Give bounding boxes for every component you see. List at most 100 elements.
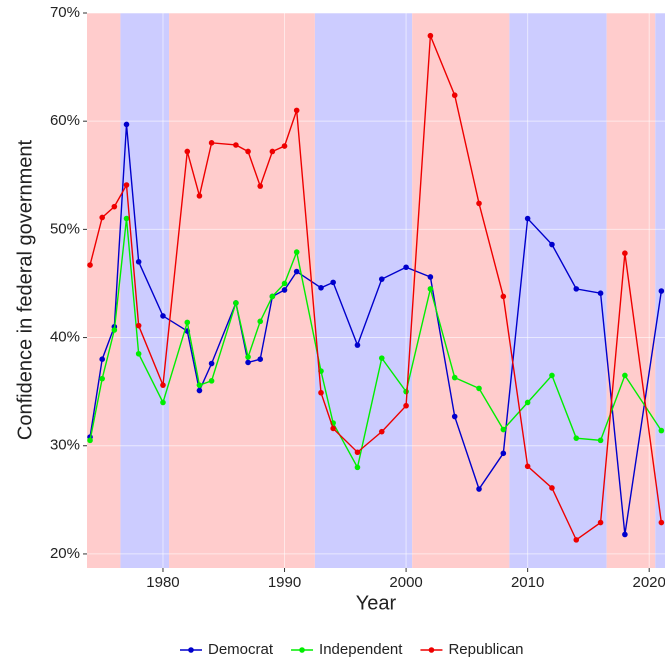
data-point <box>597 437 604 444</box>
x-tick-label: 2010 <box>511 574 544 591</box>
series-line <box>89 218 662 470</box>
data-point <box>573 286 580 292</box>
data-point <box>257 318 264 325</box>
data-point <box>208 378 215 384</box>
data-point <box>196 382 203 388</box>
data-point <box>354 342 361 348</box>
data-point <box>476 486 482 492</box>
x-tick-label: 1990 <box>268 574 301 591</box>
data-point <box>160 399 166 406</box>
data-point <box>427 286 434 292</box>
data-point <box>451 92 458 99</box>
legend-marker <box>188 647 194 653</box>
data-point <box>658 519 665 526</box>
x-axis-title: Year <box>356 592 397 614</box>
data-point <box>549 485 555 491</box>
data-point <box>99 356 105 362</box>
data-point <box>378 276 385 282</box>
period-band <box>87 13 121 568</box>
data-point <box>257 183 264 189</box>
data-point <box>293 107 300 114</box>
data-point <box>403 402 409 409</box>
data-point <box>658 288 665 294</box>
series-line <box>89 35 663 541</box>
data-point <box>597 290 604 297</box>
legend-label: Independent <box>319 641 403 658</box>
data-point <box>597 519 604 526</box>
data-point <box>245 359 251 366</box>
data-point <box>281 287 288 293</box>
data-point <box>245 354 251 360</box>
data-point <box>87 262 93 268</box>
data-point <box>318 284 324 291</box>
data-point <box>573 537 580 543</box>
data-point <box>160 313 166 319</box>
legend-label: Democrat <box>208 641 274 658</box>
data-point <box>622 250 628 256</box>
data-point <box>403 388 409 395</box>
data-point <box>524 463 531 470</box>
data-point <box>123 121 130 128</box>
data-point <box>87 437 93 444</box>
legend-marker <box>428 647 435 653</box>
data-point <box>99 214 105 221</box>
data-point <box>476 200 482 207</box>
data-point <box>622 531 628 538</box>
data-point <box>135 259 142 265</box>
data-point <box>245 148 251 155</box>
data-point <box>233 142 239 148</box>
data-point <box>573 435 580 441</box>
data-point <box>500 293 507 300</box>
data-point <box>378 428 385 435</box>
data-point <box>135 350 142 357</box>
data-point <box>208 360 215 367</box>
data-point <box>123 182 130 188</box>
data-point <box>330 279 336 286</box>
data-point <box>549 241 555 248</box>
data-point <box>196 387 203 394</box>
y-tick-label: 20% <box>50 545 80 562</box>
data-point <box>269 293 276 300</box>
data-point <box>476 385 482 392</box>
y-tick-label: 50% <box>50 220 80 237</box>
y-tick-label: 70% <box>50 4 80 21</box>
data-point <box>123 215 130 222</box>
data-point <box>184 148 191 155</box>
data-point <box>281 143 288 149</box>
data-point <box>622 372 628 379</box>
x-tick-label: 1980 <box>146 574 179 591</box>
data-point <box>269 148 276 155</box>
legend-label: Republican <box>448 641 523 658</box>
y-axis-title: Confidence in federal government <box>14 139 36 440</box>
data-point <box>184 319 191 326</box>
data-point <box>549 372 555 379</box>
data-point <box>318 389 324 396</box>
data-point <box>524 215 531 222</box>
data-point <box>354 464 361 471</box>
data-point <box>658 427 665 434</box>
data-point <box>293 268 300 275</box>
data-point <box>427 274 434 280</box>
data-point <box>208 140 215 146</box>
data-point <box>160 382 166 388</box>
data-point <box>196 193 203 199</box>
legend-marker <box>299 647 305 653</box>
data-point <box>427 32 434 39</box>
period-band <box>606 13 656 568</box>
period-band <box>509 13 607 568</box>
data-point <box>451 413 458 420</box>
y-tick-label: 30% <box>50 437 80 454</box>
data-point <box>403 264 409 271</box>
data-point <box>500 426 507 433</box>
data-point <box>111 203 118 210</box>
series-line <box>89 124 663 535</box>
y-tick-label: 60% <box>50 112 80 129</box>
data-point <box>524 399 531 406</box>
data-point <box>378 355 385 361</box>
x-tick-label: 2020 <box>633 574 665 591</box>
period-band <box>314 13 413 568</box>
data-point <box>111 327 118 333</box>
data-point <box>451 374 458 381</box>
data-point <box>293 249 300 255</box>
